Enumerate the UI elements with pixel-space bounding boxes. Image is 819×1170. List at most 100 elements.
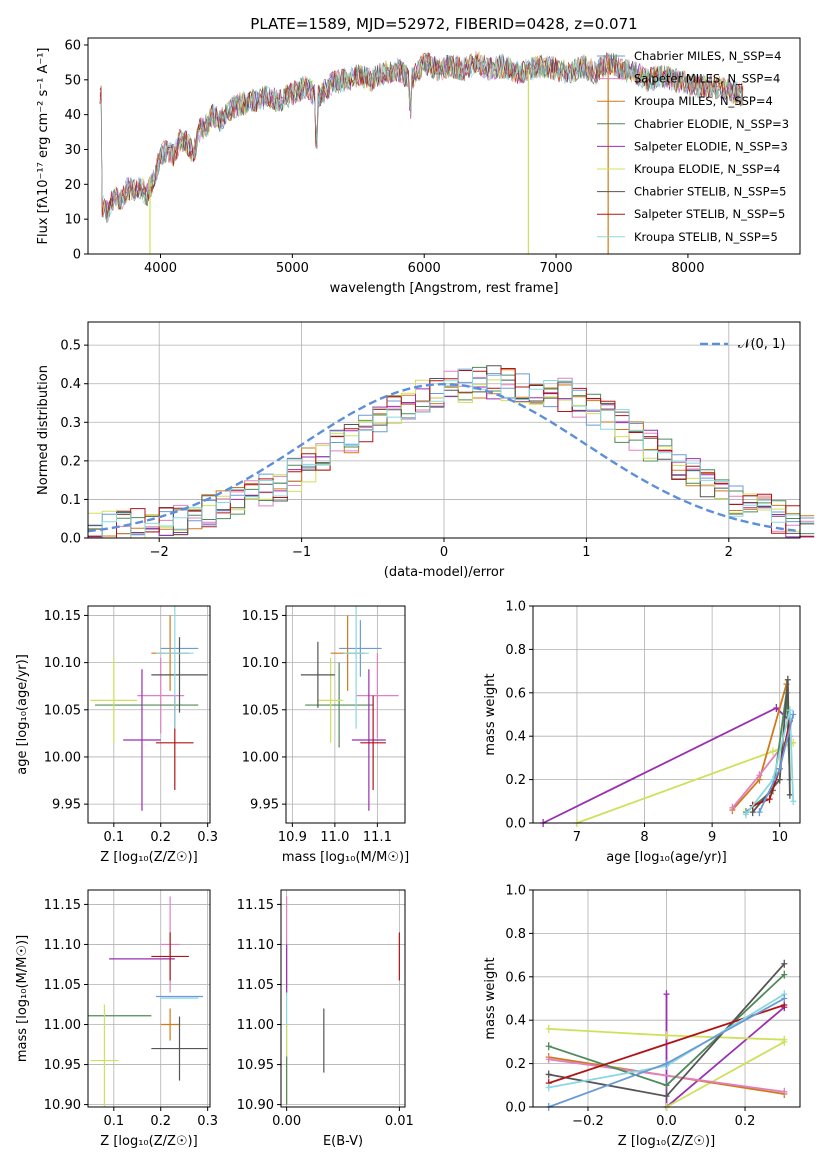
x-tick-label: 0.2	[735, 1114, 756, 1129]
y-tick-label: 9.95	[52, 798, 81, 813]
x-tick-label: 7000	[540, 261, 573, 276]
axes-frame	[87, 37, 801, 255]
y-tick-label: 0.2	[505, 1057, 526, 1072]
x-tick-label: −0.2	[572, 1114, 604, 1129]
x-tick-label: 1	[582, 545, 590, 560]
legend-label: Chabrier STELIB, N_SSP=5	[634, 185, 786, 199]
axes-frame	[87, 605, 211, 824]
weight-series-2	[666, 1041, 785, 1108]
x-tick-label: 8000	[671, 261, 704, 276]
y-tick-label: 1.0	[505, 884, 526, 899]
x-axis-label: (data-model)/error	[384, 565, 505, 580]
histogram-0	[88, 373, 815, 539]
y-tick-label: 11.00	[237, 1018, 274, 1033]
points	[90, 606, 208, 811]
points	[88, 896, 208, 1107]
normal-curve	[87, 382, 801, 533]
histogram-8	[88, 368, 815, 539]
y-tick-label: 50	[64, 73, 81, 88]
x-tick-label: 6000	[408, 261, 441, 276]
x-tick-label: −1	[292, 545, 311, 560]
x-tick-label: 11.0	[320, 830, 349, 845]
histograms	[88, 365, 815, 539]
weight-point	[742, 810, 749, 819]
chart-5	[84, 890, 210, 1111]
legend-label: Salpeter ELODIE, N_SSP=3	[634, 139, 788, 153]
x-tick-label: 4000	[144, 261, 177, 276]
axes-frame	[285, 605, 406, 824]
weight-series-4	[548, 1058, 785, 1093]
legend-label: Salpeter STELIB, N_SSP=5	[634, 207, 785, 221]
weight-point	[781, 970, 788, 979]
weight-point	[663, 1081, 670, 1090]
weight-lines	[545, 959, 788, 1111]
y-tick-label: 0.8	[505, 643, 526, 658]
x-tick-label: 0.3	[197, 830, 218, 845]
weight-point	[663, 1059, 670, 1068]
y-tick-label: 10.90	[44, 1098, 81, 1113]
y-axis-label: mass weight	[483, 957, 498, 1039]
y-axis-label: mass weight	[483, 673, 498, 755]
weight-point	[786, 706, 793, 715]
y-tick-label: 10.15	[242, 609, 279, 624]
y-tick-label: 0	[73, 248, 81, 263]
y-axis-label: Flux [fλ10⁻¹⁷ erg cm⁻² s⁻¹ A⁻¹]	[36, 48, 51, 245]
x-tick-label: −2	[150, 545, 169, 560]
weight-point	[545, 1055, 552, 1064]
chart-6	[277, 890, 405, 1111]
y-axis-label: mass [log₁₀(M/M☉)]	[15, 935, 30, 1062]
y-tick-label: 0.4	[505, 1014, 526, 1029]
weight-point	[781, 1037, 788, 1046]
legend-label: Kroupa MILES, N_SSP=4	[634, 94, 773, 108]
y-tick-label: 11.05	[44, 978, 81, 993]
x-tick-label: 7	[573, 830, 581, 845]
y-tick-label: 10.95	[44, 1058, 81, 1073]
weight-point	[790, 710, 797, 719]
x-tick-label: 10.9	[278, 830, 307, 845]
x-tick-label: 0.1	[103, 830, 124, 845]
weight-point	[663, 990, 670, 999]
chart-title: PLATE=1589, MJD=52972, FIBERID=0428, z=0…	[250, 15, 637, 33]
y-tick-label: 0.2	[505, 773, 526, 788]
axes-frame	[532, 889, 801, 1108]
x-tick-label: 0.00	[272, 1114, 301, 1129]
weight-lines	[540, 675, 797, 827]
legend-label: Kroupa STELIB, N_SSP=5	[634, 230, 778, 244]
x-tick-label: 0.0	[656, 1114, 677, 1129]
y-tick-label: 10.10	[44, 656, 81, 671]
x-axis-label: Z [log₁₀(Z/Z☉)]	[100, 850, 197, 865]
y-tick-label: 0.0	[505, 817, 526, 832]
histogram-5	[88, 379, 815, 539]
y-tick-label: 11.10	[237, 938, 274, 953]
weight-point	[663, 1031, 670, 1040]
x-tick-label: 5000	[276, 261, 309, 276]
x-axis-label: mass [log₁₀(M/M☉)]	[282, 850, 409, 865]
weight-point	[776, 775, 783, 784]
weight-point	[729, 803, 736, 812]
y-tick-label: 11.10	[44, 938, 81, 953]
y-axis-label: age [log₁₀(age/yr)]	[15, 654, 30, 775]
y-tick-label: 0.5	[60, 339, 81, 354]
y-tick-label: 0.2	[60, 454, 81, 469]
weight-point	[773, 703, 780, 712]
weight-point	[781, 994, 788, 1003]
y-tick-label: 10.05	[44, 703, 81, 718]
chart-2	[84, 606, 210, 827]
y-tick-label: 0.6	[505, 970, 526, 985]
weight-series-7	[745, 709, 795, 815]
y-tick-label: 40	[64, 108, 81, 123]
y-tick-label: 1.0	[505, 600, 526, 615]
histogram-3	[88, 366, 815, 539]
y-tick-label: 10.05	[242, 703, 279, 718]
y-tick-label: 11.00	[44, 1018, 81, 1033]
legend-label: Kroupa ELODIE, N_SSP=4	[634, 162, 780, 176]
weight-point	[545, 1083, 552, 1092]
y-tick-label: 10	[64, 213, 81, 228]
chart-3	[282, 606, 405, 827]
y-tick-label: 0.4	[505, 730, 526, 745]
weight-point	[756, 771, 763, 780]
y-tick-label: 10.95	[237, 1058, 274, 1073]
weight-point	[756, 808, 763, 817]
y-tick-label: 0.8	[505, 927, 526, 942]
